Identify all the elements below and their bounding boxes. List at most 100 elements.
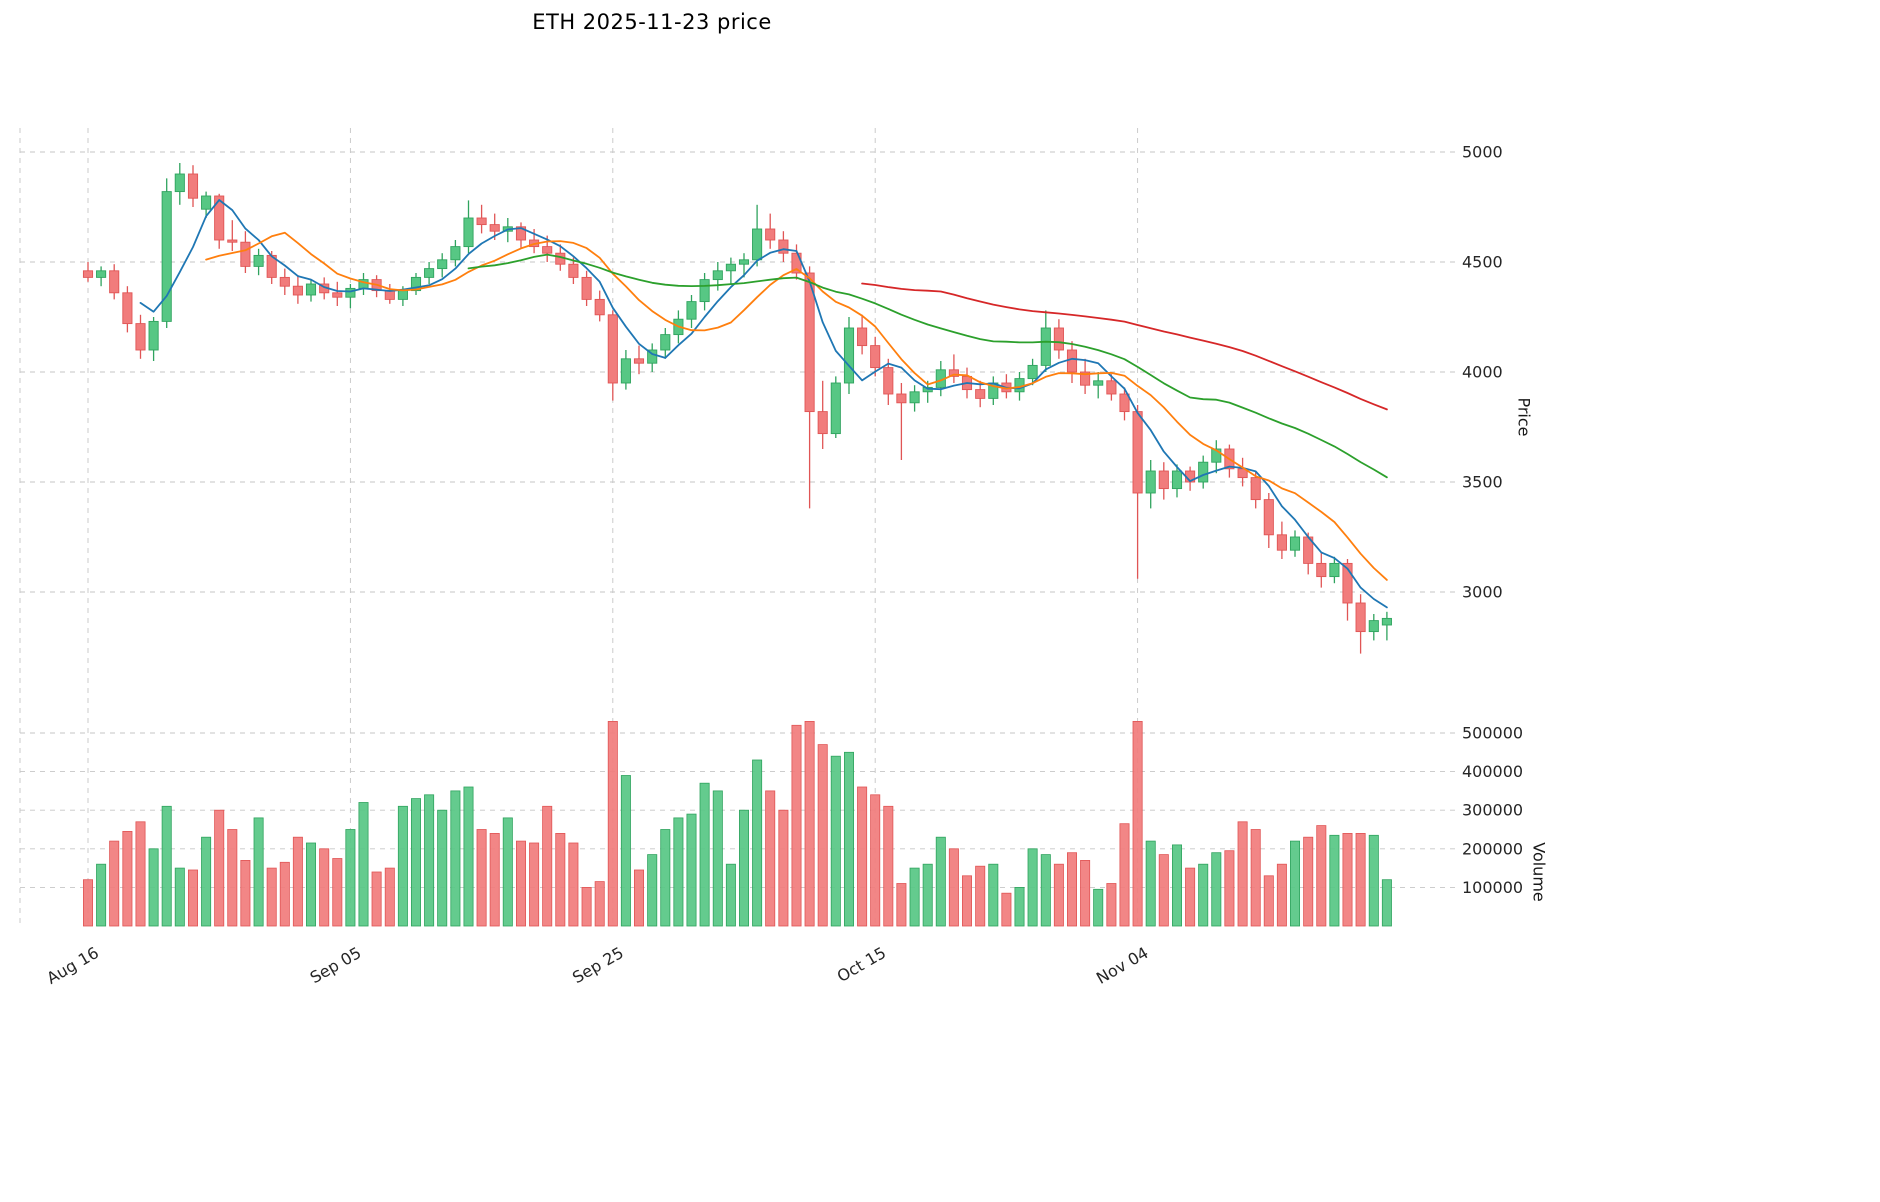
volume-bar — [870, 794, 881, 927]
candle-body — [765, 228, 776, 241]
volume-bar — [975, 865, 986, 927]
candle-body — [1158, 470, 1169, 490]
candle-body — [830, 382, 841, 435]
volume-tick-label: 300000 — [1462, 801, 1523, 820]
volume-bar — [384, 867, 395, 927]
volume-bar — [253, 817, 264, 927]
volume-bar — [922, 863, 933, 927]
volume-bar — [1198, 863, 1209, 927]
candle-body — [450, 246, 461, 261]
candle-body — [1276, 534, 1287, 551]
candle-body — [699, 279, 710, 303]
volume-bar — [410, 798, 421, 927]
candle-body — [948, 369, 959, 377]
volume-bar — [135, 821, 146, 927]
candle-body — [1355, 602, 1366, 633]
volume-bar — [1303, 836, 1314, 927]
volume-bar — [791, 724, 802, 927]
volume-bar — [516, 840, 527, 927]
volume-bar — [1132, 721, 1143, 927]
volume-bar — [437, 809, 448, 927]
volume-bar — [752, 759, 763, 927]
price-tick-label: 4500 — [1462, 253, 1503, 272]
volume-bar — [1053, 863, 1064, 927]
volume-bar — [371, 871, 382, 927]
volume-bar — [778, 809, 789, 927]
candle-body — [870, 345, 881, 369]
candle-body — [1316, 562, 1327, 578]
volume-bar — [817, 744, 828, 927]
candle-body — [1289, 536, 1301, 551]
candle-body — [1132, 411, 1143, 494]
volume-bar — [463, 786, 474, 927]
candle-body — [883, 367, 894, 395]
candle-body — [1119, 393, 1130, 413]
volume-bar — [424, 794, 435, 927]
volume-bar — [739, 809, 750, 927]
volume-bar — [1237, 821, 1248, 927]
volume-bar — [319, 848, 330, 927]
candle-body — [148, 320, 159, 351]
candle-body — [778, 239, 789, 254]
volume-bars — [83, 721, 1392, 927]
volume-bar — [476, 829, 487, 927]
candle-body — [1263, 499, 1274, 536]
volume-bar — [502, 817, 513, 927]
candle-body — [1145, 470, 1156, 494]
volume-bar — [1027, 848, 1038, 927]
candle-body — [633, 358, 645, 364]
volume-bar — [332, 858, 343, 927]
volume-bar — [1263, 875, 1274, 927]
volume-bar — [673, 817, 684, 927]
volume-bar — [935, 836, 946, 927]
candle-body — [187, 173, 199, 199]
volume-bar — [1001, 892, 1012, 927]
volume-bar — [345, 829, 356, 927]
candle-body — [1368, 620, 1379, 633]
candle-body — [542, 246, 553, 254]
candle-body — [227, 239, 238, 243]
volume-bar — [634, 869, 645, 927]
volume-bar — [712, 790, 723, 927]
volume-bar — [647, 854, 658, 927]
candle-body — [647, 349, 658, 364]
candle-body — [122, 292, 133, 325]
volume-bar — [830, 755, 841, 927]
candle-body — [686, 301, 697, 320]
candle-body — [804, 272, 815, 413]
candle-body — [1106, 380, 1117, 395]
candle-body — [332, 292, 343, 298]
candle-body — [201, 195, 212, 210]
price-tick-label: 5000 — [1462, 143, 1503, 162]
volume-bar — [1342, 833, 1353, 927]
candle-body — [397, 290, 408, 300]
volume-bar — [1158, 854, 1169, 927]
volume-bar — [96, 863, 107, 927]
candle-body — [384, 290, 395, 300]
volume-bar — [292, 836, 303, 927]
candle-body — [660, 334, 671, 351]
candle-body — [214, 195, 225, 241]
volume-bar — [1290, 840, 1301, 927]
candle-body — [568, 263, 579, 278]
volume-bar — [988, 863, 999, 927]
candle-body — [817, 411, 828, 435]
candle-body — [752, 228, 763, 261]
volume-bar — [201, 836, 212, 927]
volume-bar — [607, 721, 618, 927]
volume-bar — [581, 887, 592, 927]
candle-body — [96, 270, 107, 278]
candle-body — [1198, 461, 1209, 483]
candle-body — [975, 389, 986, 399]
candle-body — [1040, 327, 1051, 366]
volume-bar — [1119, 823, 1130, 927]
candle-body — [725, 263, 736, 272]
ma-line-30 — [467, 253, 1388, 479]
volume-bar — [568, 842, 579, 927]
volume-bar — [896, 883, 907, 927]
volume-bar — [174, 867, 185, 927]
chart-title: ETH 2025-11-23 price — [532, 10, 772, 34]
volume-bar — [214, 809, 225, 927]
